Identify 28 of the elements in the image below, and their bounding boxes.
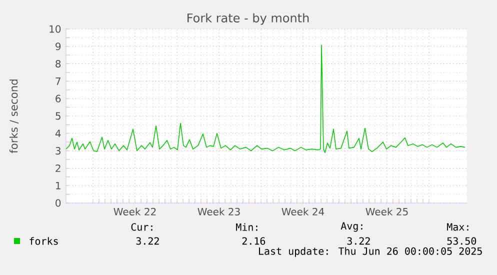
chart-title: Fork rate - by month (188, 13, 309, 25)
y-tick-label: 6 (56, 94, 61, 102)
text: 2.16 (242, 237, 266, 245)
text: Avg: (340, 222, 362, 232)
y-tick-label: 2 (56, 164, 60, 172)
x-tick-label: Week 25 (366, 208, 408, 216)
legend-label: forks (30, 237, 58, 245)
y-tick-label: 3 (56, 147, 60, 155)
text: Last update: Thu Jun 26 00:00:05 2025 (259, 247, 482, 257)
y-axis-title: forks / second (9, 80, 19, 154)
y-tick-label: 1 (56, 182, 60, 190)
x-tick-label: Week 22 (114, 208, 156, 216)
line-series (66, 44, 466, 153)
x-tick-label: Week 24 (282, 208, 324, 216)
text: 3.22 (347, 237, 370, 245)
text: Cur: (131, 223, 152, 231)
text: Max: (447, 223, 468, 231)
text: Min: (236, 223, 258, 231)
y-tick-label: 5 (56, 112, 60, 120)
x-tick-label: Week 23 (198, 208, 240, 216)
y-tick-label: 8 (56, 60, 61, 68)
y-tick-label: 0 (56, 199, 61, 207)
y-tick-label: 9 (56, 42, 61, 50)
y-tick-label: 7 (56, 78, 60, 85)
text: 53.50 (447, 237, 476, 245)
y-tick-label: 4 (55, 130, 61, 138)
text: 3.22 (136, 237, 159, 245)
y-tick-label: 10 (50, 25, 61, 33)
